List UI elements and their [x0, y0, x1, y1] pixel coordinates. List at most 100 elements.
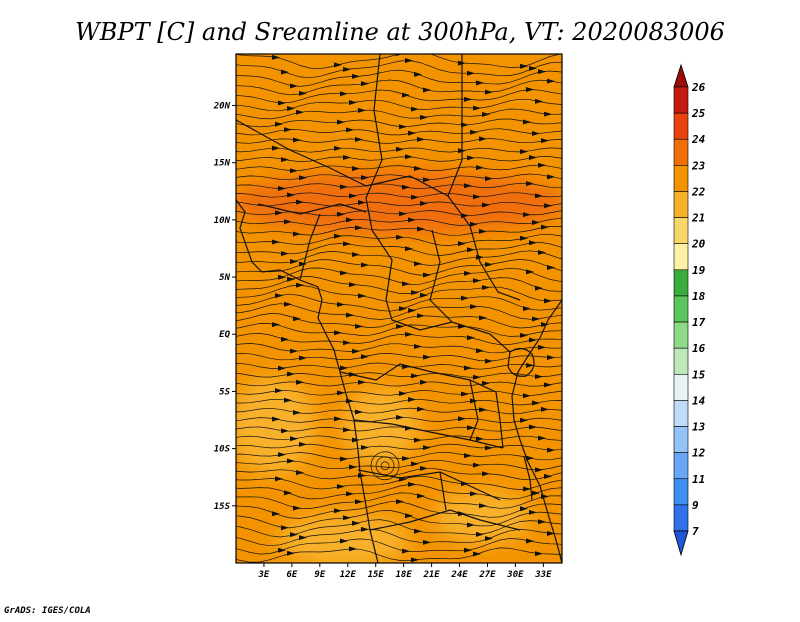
- y-tick-label: 15S: [214, 502, 231, 512]
- stream-arrow: [532, 316, 540, 322]
- stream-arrow: [340, 456, 348, 462]
- stream-arrow: [405, 513, 413, 519]
- streamline-15: [236, 192, 562, 198]
- chart-title: WBPT [C] and Sreamline at 300hPa, VT: 20…: [75, 18, 725, 46]
- border-5: [385, 299, 511, 353]
- stream-arrow: [287, 106, 295, 112]
- stream-arrow: [405, 425, 413, 431]
- stream-arrow: [284, 490, 292, 496]
- stream-arrow: [293, 137, 301, 143]
- stream-arrow: [402, 92, 410, 98]
- colorbar-label: 13: [692, 421, 706, 434]
- stream-arrow: [405, 154, 413, 160]
- stream-arrow: [458, 416, 466, 422]
- stream-arrow: [541, 321, 549, 327]
- stream-arrow: [290, 83, 298, 89]
- stream-arrow: [417, 313, 425, 319]
- stream-arrow: [293, 316, 301, 322]
- stream-arrow: [405, 246, 413, 252]
- stream-arrow: [423, 445, 431, 451]
- stream-arrow: [479, 136, 487, 142]
- stream-arrow: [547, 174, 555, 180]
- stream-arrow: [467, 247, 475, 253]
- stream-arrow: [414, 437, 422, 443]
- stream-arrow: [358, 107, 366, 113]
- stream-arrow: [402, 455, 410, 461]
- stream-arrow: [532, 220, 540, 226]
- stream-arrow: [396, 499, 404, 505]
- stream-arrow: [523, 486, 531, 492]
- stream-arrow: [411, 557, 419, 563]
- colorbar-segment: [673, 243, 689, 271]
- streamline-13: [236, 173, 562, 181]
- stream-arrow: [411, 194, 419, 200]
- stream-arrow: [458, 324, 466, 330]
- stream-arrow: [526, 538, 534, 544]
- colorbar-label: 18: [692, 290, 706, 303]
- stream-arrow: [349, 193, 357, 199]
- stream-arrow: [485, 358, 493, 364]
- stream-arrow: [352, 166, 360, 172]
- stream-arrow: [485, 262, 493, 268]
- stream-arrow: [544, 298, 552, 304]
- stream-arrow: [275, 476, 283, 482]
- stream-arrow: [334, 416, 342, 422]
- stream-arrow: [405, 331, 413, 337]
- stream-arrow: [284, 127, 292, 133]
- west-coast: [236, 199, 379, 563]
- stream-arrow: [340, 365, 348, 371]
- stream-arrow: [482, 111, 490, 117]
- stream-arrow: [275, 121, 283, 127]
- stream-arrow: [520, 417, 528, 423]
- map-frame: [235, 53, 563, 564]
- colorbar-segment: [673, 86, 689, 114]
- stream-arrow: [275, 388, 283, 394]
- stream-arrow: [293, 231, 301, 237]
- field-region-1: [236, 376, 317, 476]
- border-1: [365, 54, 393, 301]
- stream-arrow: [278, 100, 286, 106]
- stream-arrow: [476, 531, 484, 537]
- field-region-2: [341, 387, 419, 465]
- colorbar-segment: [673, 452, 689, 480]
- stream-arrow: [290, 168, 298, 174]
- border-7: [353, 419, 504, 449]
- stream-arrow: [343, 241, 351, 247]
- stream-arrow: [473, 374, 481, 380]
- stream-arrow: [299, 535, 307, 541]
- stream-arrow: [538, 162, 546, 168]
- stream-arrow: [523, 393, 531, 399]
- stream-arrow: [417, 226, 425, 232]
- stream-arrow: [352, 73, 360, 79]
- stream-arrow: [473, 551, 481, 557]
- stream-arrow: [275, 293, 283, 299]
- stream-arrow: [287, 550, 295, 556]
- streamline-4: [236, 89, 562, 104]
- stream-arrow: [281, 428, 289, 434]
- streamline-14: [236, 182, 562, 190]
- stream-arrow: [544, 473, 552, 479]
- stream-arrow: [361, 81, 369, 87]
- colorbar-label: 17: [692, 316, 706, 329]
- colorbar-label: 16: [692, 342, 706, 355]
- stream-arrow: [396, 146, 404, 152]
- stream-arrow: [287, 192, 295, 198]
- stream-arrow: [461, 213, 469, 219]
- stream-arrow: [458, 60, 466, 66]
- stream-arrow: [278, 365, 286, 371]
- swirl-ring: [375, 456, 395, 476]
- stream-arrow: [340, 91, 348, 97]
- stream-arrow: [296, 470, 304, 476]
- stream-arrow: [299, 90, 307, 96]
- stream-arrow: [544, 382, 552, 388]
- stream-arrow: [535, 193, 543, 199]
- stream-arrow: [278, 452, 286, 458]
- colorbar-segment: [673, 478, 689, 506]
- stream-arrow: [520, 332, 528, 338]
- stream-arrow: [275, 210, 283, 216]
- stream-arrow: [299, 261, 307, 267]
- stream-arrow: [408, 481, 416, 487]
- stream-arrow: [296, 199, 304, 205]
- stream-arrow: [544, 111, 552, 117]
- colorbar-label: 15: [692, 368, 706, 381]
